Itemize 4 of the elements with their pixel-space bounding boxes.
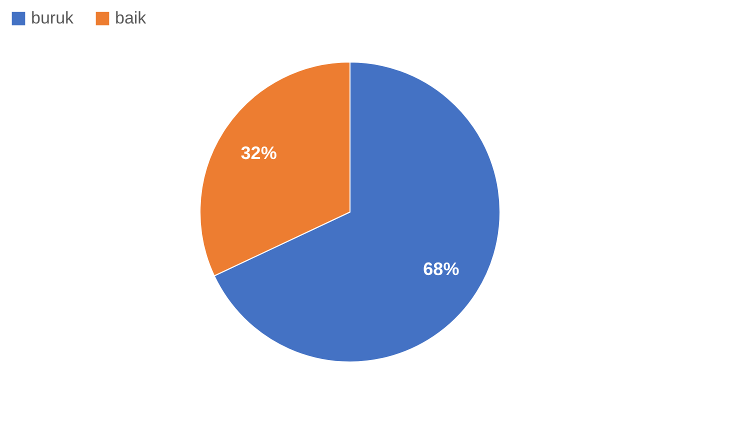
data-label: 32%: [240, 143, 277, 164]
legend-label: buruk: [31, 8, 74, 28]
data-label: 68%: [423, 258, 460, 279]
legend-label: baik: [115, 8, 147, 28]
